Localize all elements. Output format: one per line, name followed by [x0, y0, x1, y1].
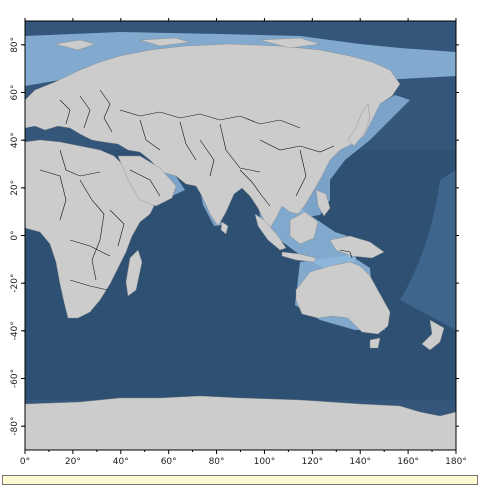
landmass-africa [25, 139, 155, 319]
landmass-new-guinea [329, 235, 385, 259]
x-tick-label: 20° [65, 457, 81, 467]
landmass-new-zealand [421, 319, 445, 351]
x-tick-label: 80° [209, 457, 225, 467]
landmass-madagascar [125, 249, 143, 297]
landmass-sumatra [254, 213, 287, 251]
status-bar [2, 475, 478, 485]
y-tick-label: -40° [10, 321, 20, 340]
y-tick-label: -20° [10, 274, 20, 293]
axis-layer: 0° 20° 40° 60° 80° 100° 120° 140° 160° 180° 80° 60°… [10, 18, 467, 467]
y-tick-label: 0° [10, 230, 20, 240]
y-tick-label: 40° [10, 132, 20, 148]
landmass-japan [347, 103, 371, 147]
asia-shelf [300, 95, 410, 218]
x-tick-label: 40° [113, 457, 129, 467]
y-tick-label: -80° [10, 417, 20, 436]
x-tick-label: 180° [445, 457, 467, 467]
landmass-australia [295, 261, 391, 335]
landmass-tasmania [369, 337, 381, 349]
x-tick-label: 160° [397, 457, 419, 467]
x-tick-label: 120° [301, 457, 323, 467]
y-tick-label: -60° [10, 369, 20, 388]
x-tick-label: 140° [349, 457, 371, 467]
landmass-sri-lanka [220, 221, 229, 235]
landmass-borneo [289, 211, 319, 245]
landmass-arctic-islands [54, 37, 321, 51]
map-plot-area[interactable] [25, 21, 456, 450]
pacific-ridge [400, 170, 456, 330]
landmass-philippines [315, 189, 331, 217]
landmass-java [281, 251, 317, 263]
x-tick-label: 100° [254, 457, 276, 467]
landmass-antarctica [25, 395, 456, 450]
x-tick-label: 60° [161, 457, 177, 467]
landmass-arabia [117, 155, 177, 207]
country-borders [39, 89, 353, 291]
y-tick-label: 60° [10, 85, 20, 101]
y-tick-label: 80° [10, 37, 20, 53]
y-tick-label: 20° [10, 180, 20, 196]
x-tick-label: 0° [20, 457, 30, 467]
